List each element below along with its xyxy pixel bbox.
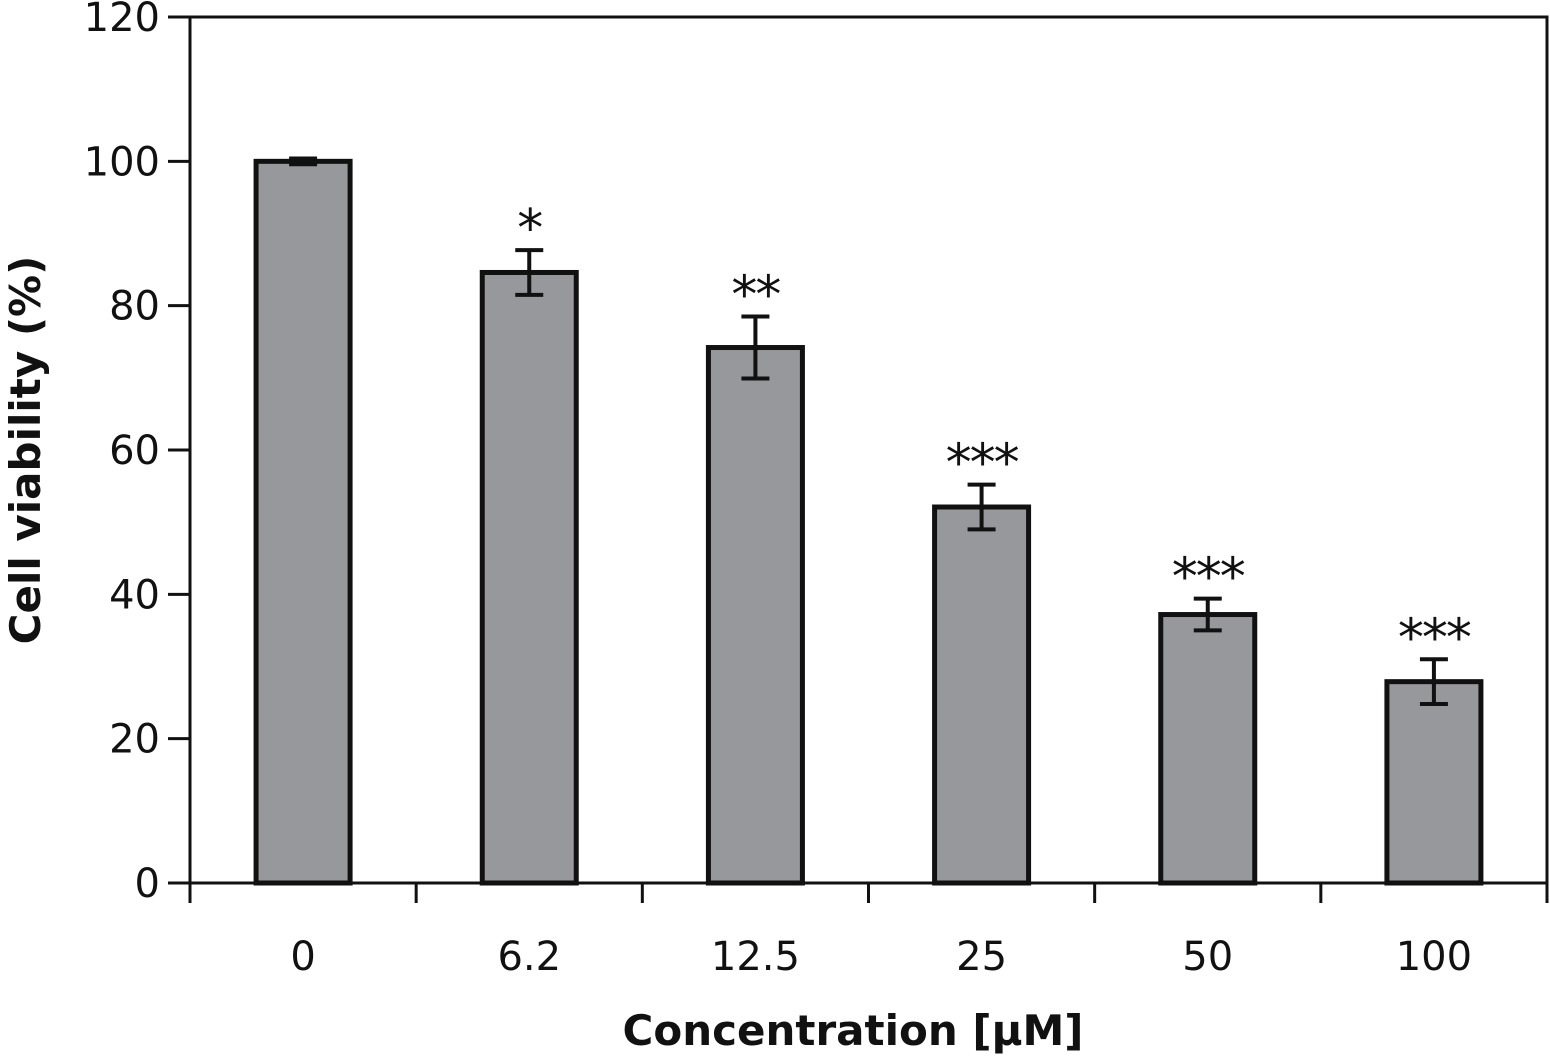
y-tick-label: 40: [109, 572, 160, 618]
y-axis-label: Cell viability (%): [1, 256, 50, 645]
x-tick-label: 50: [1182, 934, 1233, 980]
significance-marker: ***: [946, 434, 1019, 494]
bar: [705, 345, 805, 886]
bar: [479, 269, 579, 886]
y-tick-label: 20: [109, 717, 160, 763]
y-tick-label: 60: [109, 428, 160, 474]
significance-marker: *: [517, 199, 542, 259]
plot-frame: [188, 15, 1549, 885]
y-tick-label: 80: [109, 284, 160, 330]
x-tick-label: 25: [956, 934, 1007, 980]
bar: [1384, 679, 1484, 886]
x-tick-label: 0: [290, 934, 315, 980]
y-tick-label: 100: [84, 139, 160, 185]
error-bar: [289, 156, 318, 167]
error-bar: [1193, 596, 1222, 633]
y-tick-label: 0: [135, 861, 160, 907]
bar: [932, 504, 1032, 886]
x-tick-label: 100: [1396, 934, 1472, 980]
significance-marker: ***: [1172, 548, 1245, 608]
y-tick-label: 120: [84, 0, 160, 41]
error-bar: [967, 482, 996, 532]
significance-marker: **: [731, 265, 780, 325]
significance-marker: ***: [1398, 608, 1471, 668]
error-bar: [515, 248, 544, 297]
error-bar: [741, 314, 770, 381]
x-tick-label: 12.5: [711, 934, 800, 980]
error-bar: [1419, 657, 1448, 707]
x-tick-label: 6.2: [497, 934, 561, 980]
bar: [253, 158, 353, 886]
bar: [1158, 612, 1258, 886]
x-axis-label: Concentration [μM]: [623, 1006, 1084, 1055]
